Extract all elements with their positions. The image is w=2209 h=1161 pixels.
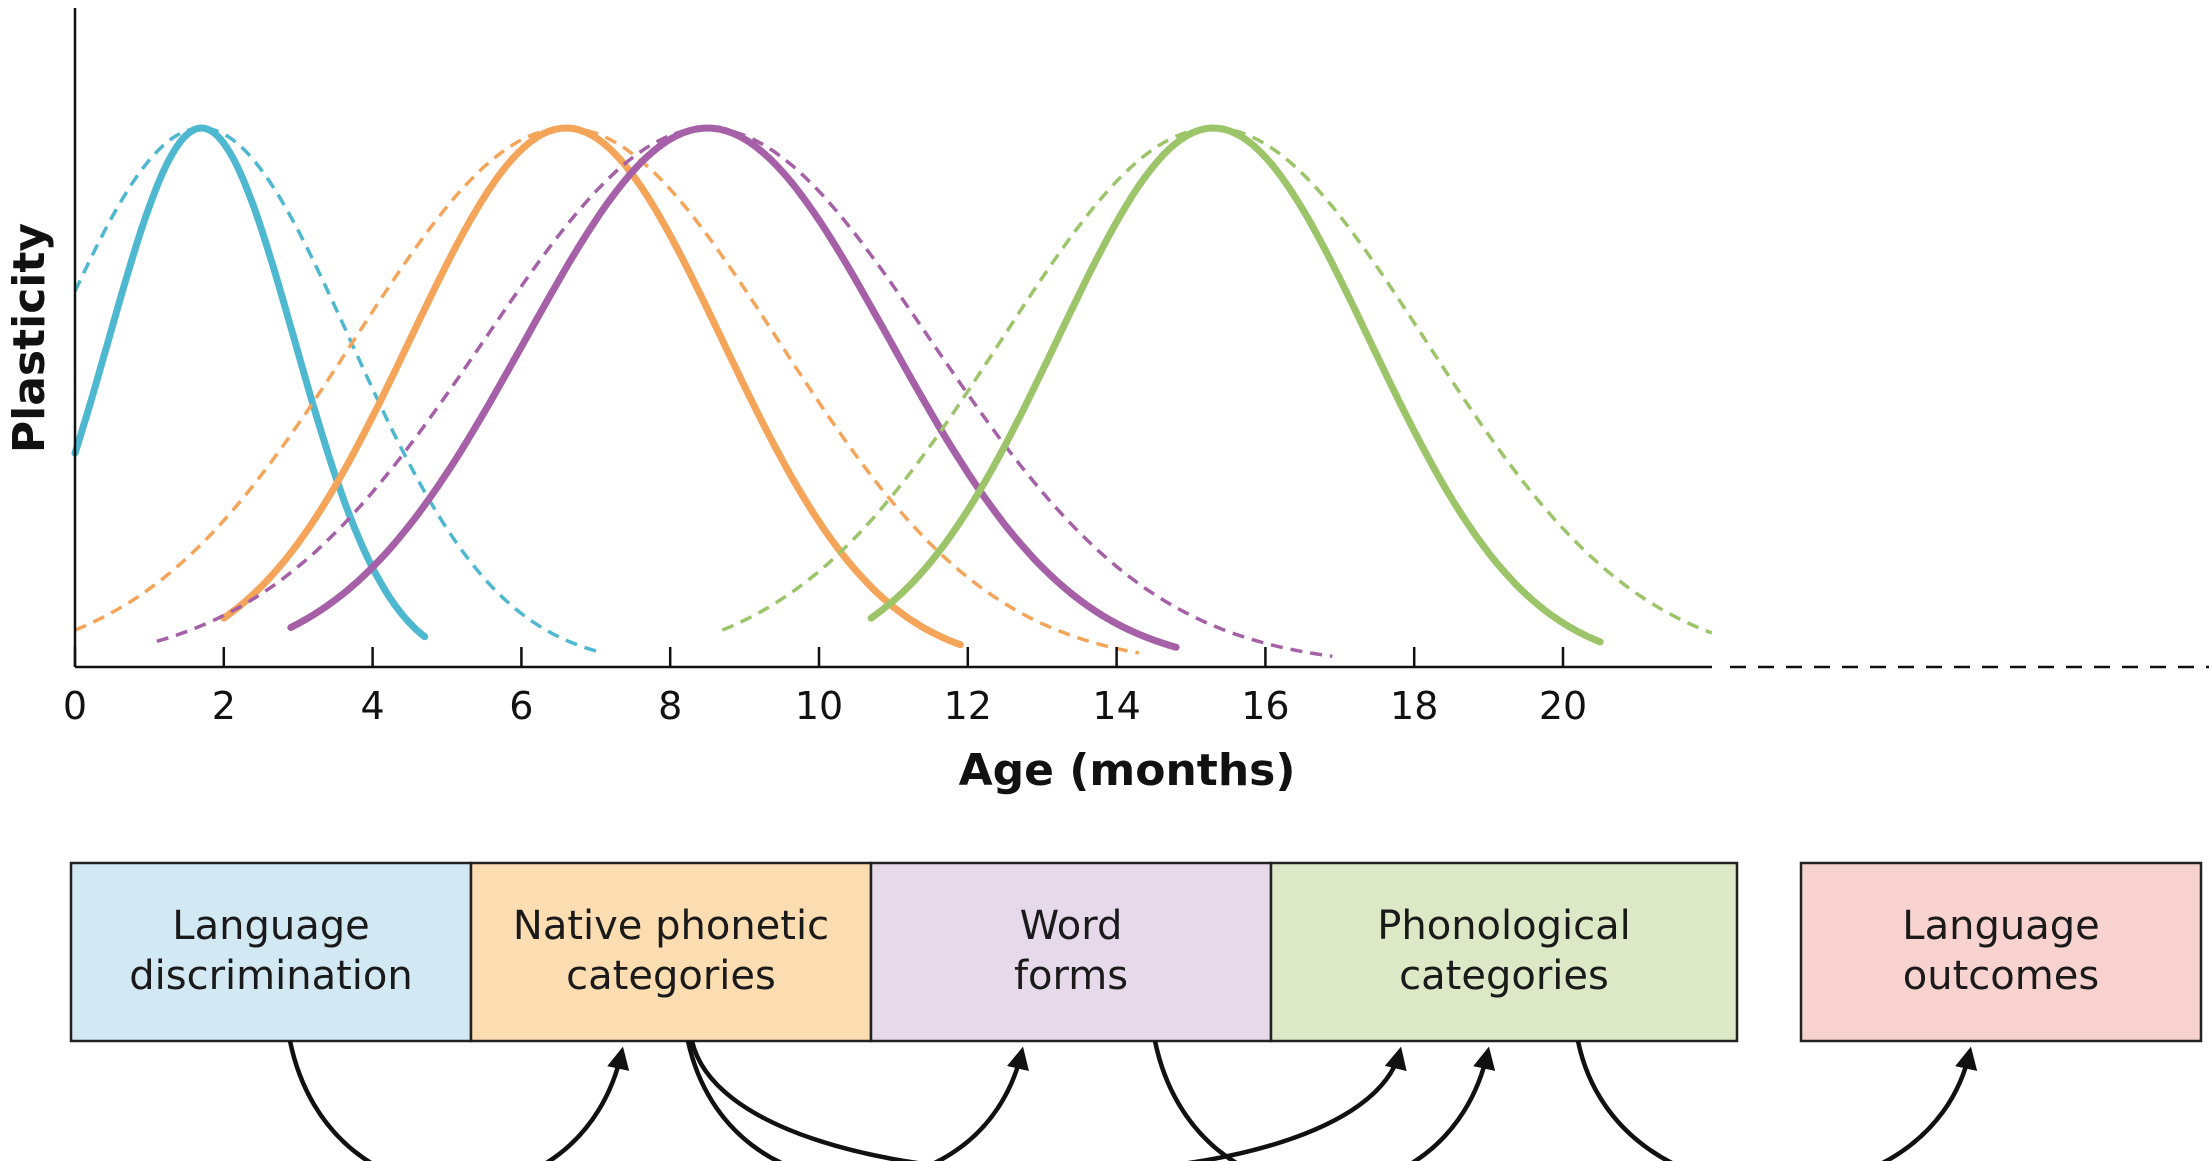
series-0-solid-curve xyxy=(71,124,429,641)
x-tick-label: 4 xyxy=(361,684,385,728)
x-ticks: 0 2 4 6 8 10 12 14 16 18 20 xyxy=(63,647,1587,728)
stage-label: outcomes xyxy=(1903,953,2099,999)
x-tick-label: 2 xyxy=(212,684,236,728)
stage-label: forms xyxy=(1014,953,1128,999)
stage-label: Phonological xyxy=(1377,903,1630,949)
axes-layer: 0 2 4 6 8 10 12 14 16 18 20 xyxy=(63,8,2209,728)
series-3-dashed-curve xyxy=(721,126,1713,635)
stage-box-rect xyxy=(869,861,1273,1043)
curves-layer xyxy=(71,124,1713,659)
x-tick-label: 16 xyxy=(1241,684,1289,728)
stage-label: Native phonetic xyxy=(513,903,829,949)
stage-box-rect xyxy=(1269,861,1739,1043)
series-3-solid-curve xyxy=(867,124,1604,646)
x-tick-label: 20 xyxy=(1539,684,1587,728)
x-tick-label: 18 xyxy=(1390,684,1438,728)
series-0-dashed-curve xyxy=(73,126,604,655)
stage-arrows xyxy=(287,1040,1978,1161)
y-axis-title: Plasticity xyxy=(4,223,55,453)
stage-label: categories xyxy=(1399,953,1609,999)
x-axis-title: Age (months) xyxy=(959,745,1296,796)
stage-arrow xyxy=(689,1040,1407,1161)
stage-arrow xyxy=(1575,1040,1978,1161)
series-1-solid-curve xyxy=(220,124,964,649)
stage-box-rect xyxy=(1799,861,2203,1043)
x-tick-label: 14 xyxy=(1092,684,1140,728)
stage-label: Language xyxy=(172,903,369,949)
stage-arrow xyxy=(685,1040,1029,1161)
stage-box-rect xyxy=(469,861,873,1043)
series-2-solid-curve xyxy=(287,124,1180,651)
stage-label: categories xyxy=(566,953,776,999)
x-tick-label: 10 xyxy=(795,684,843,728)
x-tick-label: 8 xyxy=(658,684,682,728)
stage-box-rect xyxy=(69,861,473,1043)
x-tick-label: 12 xyxy=(944,684,992,728)
stage-label: Word xyxy=(1020,903,1123,949)
stage-arrow xyxy=(1152,1040,1496,1161)
x-tick-label: 6 xyxy=(509,684,533,728)
stage-label: Language xyxy=(1902,903,2099,949)
stage-arrow xyxy=(287,1040,630,1161)
x-tick-label: 0 xyxy=(63,684,87,728)
stage-label: discrimination xyxy=(129,953,412,999)
series-1-dashed-curve xyxy=(74,126,1140,655)
